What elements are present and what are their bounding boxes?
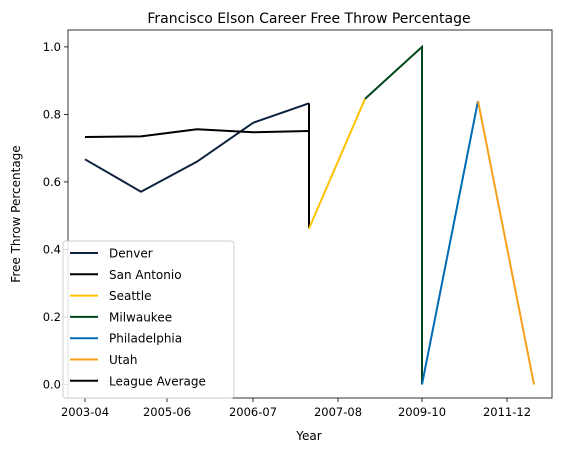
y-tick-label: 1.0	[43, 40, 61, 54]
legend-label-philadelphia: Philadelphia	[109, 332, 182, 346]
plot-frame	[67, 29, 553, 399]
series-line-milwaukee	[364, 44, 423, 385]
series-line-denver	[84, 102, 310, 193]
y-tick-label: 0.6	[43, 175, 61, 189]
y-tick-label: 0.2	[43, 310, 61, 324]
x-axis-label: Year	[295, 429, 321, 443]
y-axis-label: Free Throw Percentage	[9, 145, 23, 282]
legend-label-denver: Denver	[109, 247, 153, 261]
series-line-philadelphia	[421, 100, 479, 385]
y-tick-label: 0.0	[43, 377, 61, 391]
legend-label-seattle: Seattle	[109, 289, 151, 303]
legend-label-milwaukee: Milwaukee	[109, 310, 172, 324]
y-axis: 0.0 0.2 0.4 0.6 0.8 1.0	[43, 40, 68, 391]
x-axis: 2003-04 2005-06 2006-07 2007-08 2009-10 2011-…	[61, 398, 531, 419]
series-line-seattle	[308, 98, 366, 229]
chart-title: Francisco Elson Career Free Throw Percen…	[147, 11, 470, 27]
legend-label-league-average: League Average	[109, 374, 206, 388]
x-tick-label: 2007-08	[314, 405, 362, 419]
series-line-utah	[477, 100, 535, 385]
x-tick-label: 2005-06	[143, 405, 191, 419]
x-tick-label: 2009-10	[398, 405, 446, 419]
plot-lines	[84, 44, 535, 385]
legend: Denver San Antonio Seattle Milwaukee Philade…	[62, 240, 235, 399]
legend-label-utah: Utah	[109, 353, 137, 367]
y-tick-label: 0.4	[43, 242, 61, 256]
y-tick-label: 0.8	[43, 107, 61, 121]
x-tick-label: 2011-12	[483, 405, 531, 419]
x-tick-label: 2006-07	[229, 405, 277, 419]
series-line-league-average	[84, 128, 310, 139]
legend-box	[62, 240, 235, 399]
legend-label-san-antonio: San Antonio	[109, 268, 182, 282]
x-tick-label: 2003-04	[61, 405, 109, 419]
